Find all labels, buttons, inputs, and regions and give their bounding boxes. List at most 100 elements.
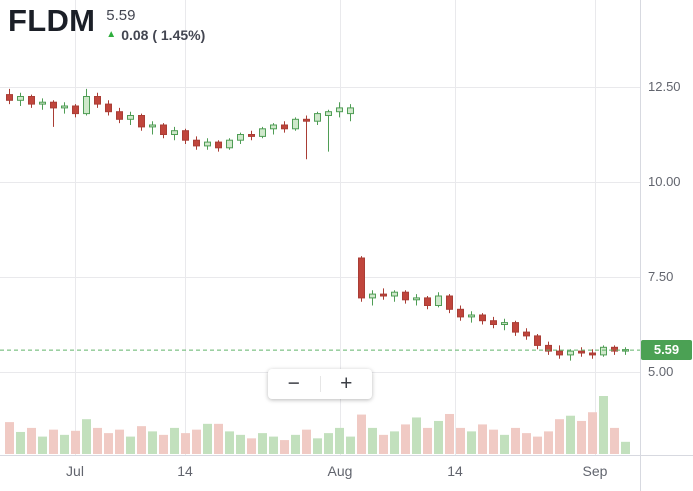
price-tick-label: 10.00 — [648, 174, 681, 189]
candle-body — [545, 344, 552, 352]
volume-bar — [137, 426, 146, 454]
volume-bar — [27, 427, 36, 454]
price-line-badge: 5.59 — [641, 339, 692, 360]
time-tick-label: 14 — [447, 463, 463, 479]
volume-bar — [38, 436, 47, 454]
candle-body — [226, 139, 233, 149]
candle-body — [479, 314, 486, 322]
volume-bar — [412, 417, 421, 454]
candle-body — [182, 130, 189, 141]
candle-body — [600, 346, 607, 356]
volume-bar — [170, 427, 179, 454]
volume-bar — [379, 434, 388, 454]
candle-body — [237, 134, 244, 141]
candle-body — [149, 124, 156, 128]
volume-bar — [478, 424, 487, 454]
volume-bar — [236, 434, 245, 454]
volume-bar — [555, 419, 564, 454]
candle-body — [435, 295, 442, 306]
candle-body — [534, 335, 541, 346]
candle-body — [380, 293, 387, 297]
volume-bar — [126, 436, 135, 454]
candle-body — [578, 350, 585, 354]
volume-bar — [467, 431, 476, 454]
candle-body — [270, 124, 277, 130]
zoom-controls: − + — [268, 369, 372, 399]
volume-bar — [445, 413, 454, 454]
candle-body — [215, 141, 222, 149]
time-tick-label: 14 — [177, 463, 193, 479]
candle-body — [39, 101, 46, 105]
price-change: 0.08 ( 1.45%) — [121, 27, 206, 43]
candle-body — [94, 96, 101, 105]
candle-body — [446, 295, 453, 310]
candle-body — [72, 105, 79, 115]
zoom-out-button[interactable]: − — [268, 369, 320, 399]
volume-bar — [71, 430, 80, 454]
candle-body — [567, 350, 574, 356]
candle-body — [160, 124, 167, 135]
candle-body — [556, 350, 563, 356]
volume-bar — [588, 412, 597, 454]
candle-body — [171, 130, 178, 135]
candle-body — [325, 111, 332, 116]
volume-bar — [203, 423, 212, 454]
time-axis[interactable]: Jul 14 Aug 14 Sep — [0, 455, 693, 491]
volume-bar — [434, 420, 443, 454]
candle-body — [589, 352, 596, 356]
candle-body — [314, 113, 321, 122]
ticker-symbol: FLDM — [8, 3, 96, 38]
candle-body — [611, 346, 618, 352]
volume-bar — [104, 433, 113, 454]
candle-body — [424, 297, 431, 306]
volume-bar — [115, 429, 124, 454]
candle-body — [391, 291, 398, 297]
price-axis[interactable]: 12.50 10.00 7.50 5.00 — [640, 0, 693, 455]
volume-bar — [368, 427, 377, 454]
volume-bar — [489, 429, 498, 454]
volume-bar — [335, 427, 344, 454]
candle-body — [369, 293, 376, 299]
candle-body — [457, 308, 464, 318]
candle-body — [127, 115, 134, 120]
volume-bar — [93, 427, 102, 454]
volume-bar — [346, 436, 355, 454]
candle-body — [512, 322, 519, 333]
volume-bar — [621, 441, 630, 454]
time-tick-label: Aug — [327, 463, 353, 479]
volume-bar — [16, 431, 25, 454]
candle-body — [6, 94, 13, 101]
volume-bar — [49, 429, 58, 454]
candle-body — [83, 96, 90, 115]
volume-bar — [5, 422, 14, 454]
volume-bar — [599, 396, 608, 454]
volume-bar — [280, 440, 289, 454]
volume-bar — [313, 438, 322, 454]
candle-body — [248, 134, 255, 137]
last-price: 5.59 — [106, 7, 136, 24]
price-tick-label: 5.00 — [648, 364, 674, 379]
volume-bar — [60, 434, 69, 454]
volume-bar — [610, 427, 619, 454]
volume-bar — [181, 433, 190, 454]
volume-bar — [82, 419, 91, 454]
volume-bar — [258, 433, 267, 454]
up-arrow-icon: ▲ — [106, 29, 117, 40]
candle-body — [292, 118, 299, 130]
price-tick-label: 12.50 — [648, 79, 681, 94]
candle-body — [523, 331, 530, 337]
time-tick-label: Sep — [582, 463, 608, 479]
candle-body — [28, 96, 35, 105]
volume-bar — [456, 427, 465, 454]
volume-bar — [577, 420, 586, 454]
zoom-in-button[interactable]: + — [321, 369, 373, 399]
volume-bar — [324, 433, 333, 454]
candle-body — [50, 101, 57, 109]
volume-bar — [291, 434, 300, 454]
candle-body — [402, 291, 409, 301]
volume-bar — [423, 427, 432, 454]
candle-body — [281, 124, 288, 130]
price-change-row: ▲ 0.08 ( 1.45%) — [106, 27, 205, 43]
candle-body — [336, 107, 343, 113]
